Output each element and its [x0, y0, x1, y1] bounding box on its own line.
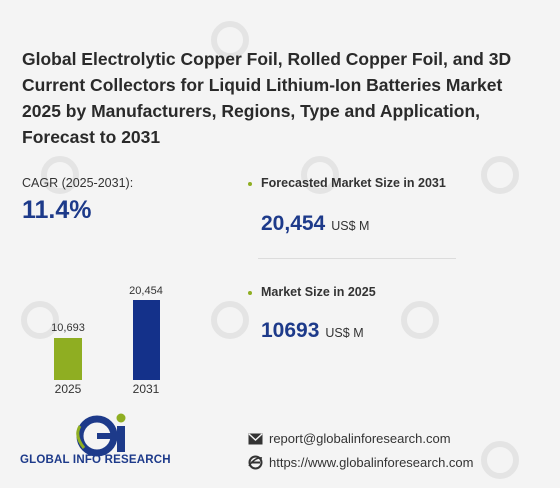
email-icon	[248, 432, 263, 444]
page-title: Global Electrolytic Copper Foil, Rolled …	[22, 49, 512, 147]
website-text[interactable]: https://www.globalinforesearch.com	[269, 455, 474, 470]
logo-text: GLOBAL INFO RESEARCH	[20, 454, 171, 466]
forecast-label: Forecasted Market Size in 2031	[261, 176, 446, 190]
bar-value-label-2031: 20,454	[129, 285, 163, 297]
email-contact[interactable]: report@globalinforesearch.com	[248, 431, 451, 446]
bullet-icon	[248, 182, 252, 186]
bar-value-label-2025: 10,693	[51, 322, 85, 334]
current-label: Market Size in 2025	[261, 285, 376, 299]
cagr-label: CAGR (2025-2031):	[22, 176, 134, 190]
bullet-icon	[248, 291, 252, 295]
bar-year-label-2031: 2031	[132, 382, 160, 396]
company-logo	[76, 413, 126, 457]
divider	[258, 258, 456, 259]
forecast-value: 20,454	[261, 212, 326, 235]
bar-2025	[54, 338, 82, 380]
current-value-row: 10693 US$ M	[261, 319, 364, 343]
forecast-unit: US$ M	[331, 219, 370, 233]
forecast-value-row: 20,454 US$ M	[261, 212, 369, 236]
current-unit: US$ M	[325, 326, 364, 340]
bar-year-label-2025: 2025	[54, 382, 82, 396]
email-text[interactable]: report@globalinforesearch.com	[269, 431, 451, 446]
cagr-value: 11.4%	[22, 196, 92, 224]
web-icon	[248, 455, 263, 470]
website-contact[interactable]: https://www.globalinforesearch.com	[248, 455, 473, 470]
current-value: 10693	[261, 319, 320, 342]
bar-2031	[133, 300, 160, 380]
